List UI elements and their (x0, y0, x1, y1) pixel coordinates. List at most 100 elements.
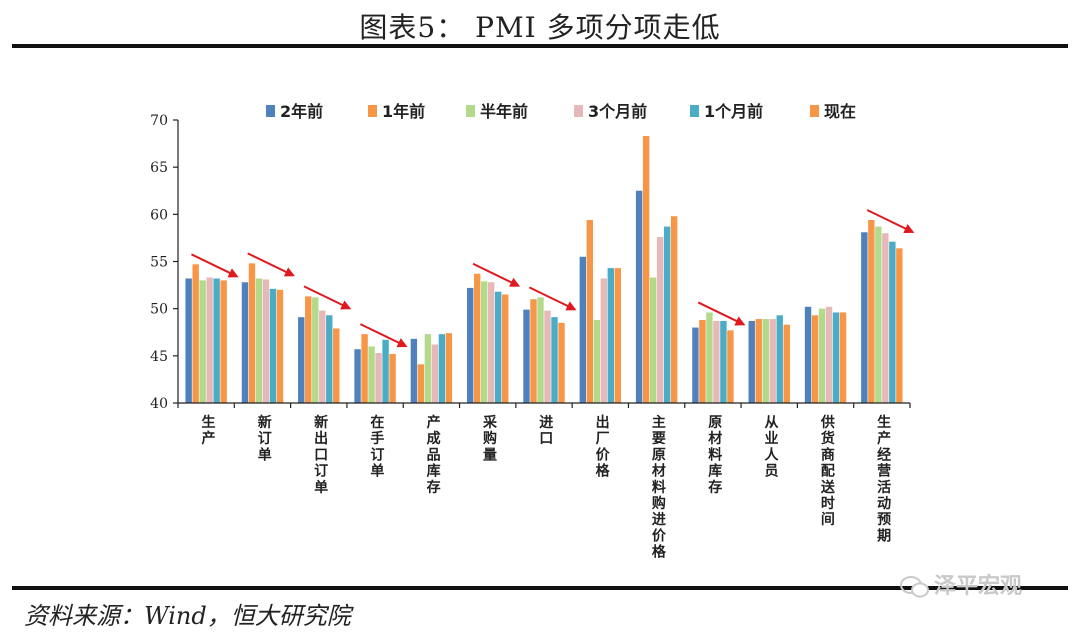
legend-swatch (690, 105, 699, 117)
bar (185, 278, 192, 403)
bar (804, 306, 812, 403)
bar (501, 294, 509, 403)
y-tick-label: 55 (150, 255, 168, 271)
bar (382, 339, 389, 403)
bar (431, 344, 439, 403)
bar (438, 334, 446, 403)
bar (551, 317, 558, 403)
bar (558, 322, 565, 403)
bar (649, 277, 657, 403)
bar (213, 278, 220, 403)
bar (811, 315, 819, 403)
legend-swatch (574, 105, 583, 117)
trend-arrows (191, 209, 915, 348)
y-tick-label: 45 (150, 349, 168, 365)
bar (635, 190, 643, 403)
chart-legend: 2年前 1年前 半年前 3个月前 1个月前 现在 (266, 102, 856, 121)
bar (614, 268, 622, 403)
bar (882, 233, 889, 403)
x-tick-label: 在手订单 (370, 414, 384, 480)
x-tick-label: 供货商配送时间 (820, 414, 836, 528)
chart-title: 图表5： PMI 多项分项走低 (359, 11, 721, 44)
bar (861, 232, 868, 403)
trend-arrow (697, 301, 746, 326)
bar-series (185, 136, 903, 403)
bar (494, 291, 502, 403)
top-rule (12, 44, 1068, 48)
trend-arrow (472, 262, 521, 287)
legend-swatch (466, 105, 475, 117)
bar (896, 248, 903, 403)
bar (424, 334, 432, 403)
bar (255, 278, 263, 403)
x-tick-label: 新订单 (258, 414, 272, 463)
x-axis: 生产 新订单 新出口订单 在手订单 产成品库存 采购量 进口 出厂价格 主要原材料购进价格 原材料… (177, 402, 911, 561)
bar (312, 297, 319, 403)
bar (586, 219, 594, 403)
bar (262, 279, 270, 403)
bar (783, 324, 790, 403)
bar (727, 330, 734, 403)
bar (607, 268, 615, 403)
x-tick-label: 生产 (201, 414, 215, 447)
legend-label: 1年前 (382, 102, 425, 121)
bar (375, 353, 382, 403)
x-tick-label: 主要原材料购进价格 (652, 414, 667, 561)
bar (579, 256, 587, 403)
y-tick-label: 65 (150, 160, 168, 176)
bar (769, 319, 776, 403)
bar (832, 312, 840, 403)
bar (818, 308, 826, 403)
legend-swatch (810, 105, 819, 117)
trend-arrow (359, 323, 408, 348)
watermark-text: 泽平宏观 (934, 574, 1023, 599)
bar (530, 299, 537, 403)
bar (466, 287, 474, 403)
legend-label: 半年前 (480, 102, 528, 121)
bar (537, 297, 544, 403)
x-tick-label: 产成品库存 (427, 414, 441, 496)
trend-arrow (247, 252, 295, 277)
bar (417, 364, 425, 403)
bar (354, 349, 361, 403)
bar (487, 282, 495, 403)
trend-arrow (191, 253, 239, 278)
x-tick-label: 出厂价格 (596, 414, 611, 480)
bar (248, 263, 256, 403)
trend-arrow (303, 285, 352, 310)
bar (776, 315, 783, 403)
bar (544, 310, 551, 403)
bar (410, 338, 418, 403)
bar (523, 309, 530, 403)
bar (269, 288, 277, 403)
bar (192, 264, 199, 403)
bar (368, 346, 375, 403)
bar (656, 236, 664, 403)
legend-swatch (368, 105, 377, 117)
y-tick-label: 50 (150, 302, 168, 318)
legend-swatch (266, 105, 275, 117)
bar (319, 310, 326, 403)
bar (220, 280, 227, 403)
source-note: 资料来源：Wind，恒大研究院 (24, 602, 351, 630)
bar (699, 319, 706, 403)
bar (361, 334, 368, 403)
bar (473, 273, 481, 403)
bar (333, 328, 340, 403)
bar (305, 296, 312, 403)
bar (600, 278, 608, 403)
bar (825, 306, 833, 403)
bar (868, 219, 875, 403)
x-tick-label: 采购量 (482, 414, 498, 463)
bar (748, 320, 755, 403)
bar (762, 319, 769, 403)
bar (755, 319, 762, 403)
bar (241, 282, 249, 403)
bar-chart: 2年前 1年前 半年前 3个月前 1个月前 现在 40 45 50 55 60 65 70 生产 新订单… (150, 102, 915, 561)
bar (720, 320, 727, 403)
bar (389, 353, 396, 403)
wechat-icon (900, 576, 929, 598)
x-tick-label: 从业人员 (765, 415, 780, 480)
bar (326, 315, 333, 403)
bar (298, 317, 305, 403)
